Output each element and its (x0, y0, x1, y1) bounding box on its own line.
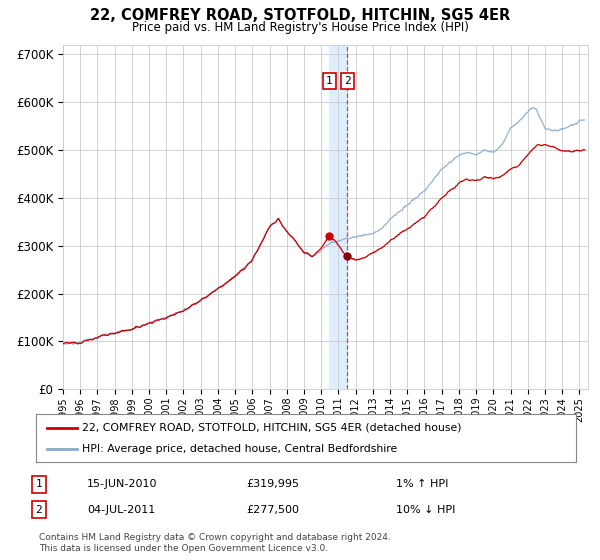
Text: Contains HM Land Registry data © Crown copyright and database right 2024.: Contains HM Land Registry data © Crown c… (39, 533, 391, 542)
Text: 22, COMFREY ROAD, STOTFOLD, HITCHIN, SG5 4ER (detached house): 22, COMFREY ROAD, STOTFOLD, HITCHIN, SG5… (82, 423, 461, 433)
Text: 04-JUL-2011: 04-JUL-2011 (87, 505, 155, 515)
Text: 1: 1 (326, 76, 332, 86)
Text: 15-JUN-2010: 15-JUN-2010 (87, 479, 157, 489)
Text: 1: 1 (35, 479, 43, 489)
Text: £319,995: £319,995 (246, 479, 299, 489)
Text: 22, COMFREY ROAD, STOTFOLD, HITCHIN, SG5 4ER: 22, COMFREY ROAD, STOTFOLD, HITCHIN, SG5… (90, 8, 510, 24)
Text: This data is licensed under the Open Government Licence v3.0.: This data is licensed under the Open Gov… (39, 544, 328, 553)
Text: 1% ↑ HPI: 1% ↑ HPI (396, 479, 448, 489)
Text: 2: 2 (35, 505, 43, 515)
Text: 2: 2 (344, 76, 350, 86)
Text: Price paid vs. HM Land Registry's House Price Index (HPI): Price paid vs. HM Land Registry's House … (131, 21, 469, 34)
Text: HPI: Average price, detached house, Central Bedfordshire: HPI: Average price, detached house, Cent… (82, 444, 397, 454)
Bar (329, 45, 347, 389)
Text: £277,500: £277,500 (246, 505, 299, 515)
Text: 10% ↓ HPI: 10% ↓ HPI (396, 505, 455, 515)
